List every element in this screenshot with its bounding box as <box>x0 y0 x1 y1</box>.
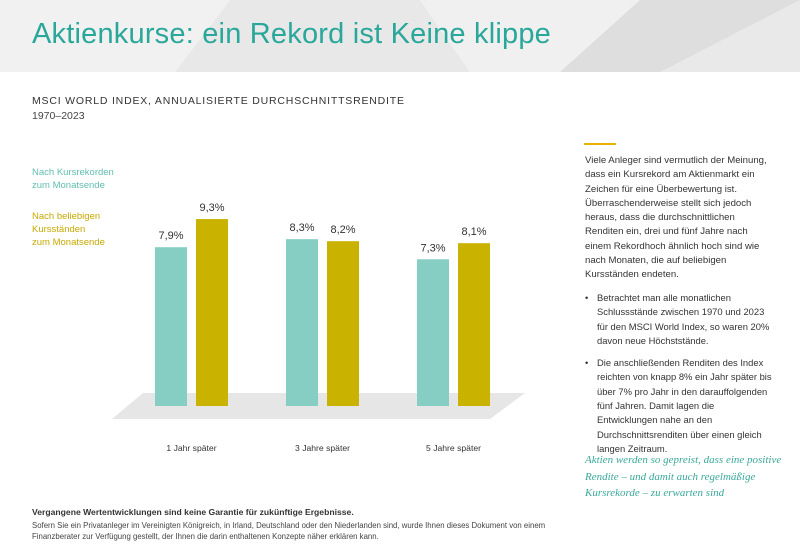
bar-rekord-3 <box>417 259 449 406</box>
bullet-item: • Betrachtet man alle monatlichen Schlus… <box>585 291 777 348</box>
bar-beliebig-3 <box>458 243 490 406</box>
bar-chart: 7,9% 9,3% 1 Jahr später 8,3% 8,2% 3 Jahre spä… <box>112 202 525 453</box>
category-label: 5 Jahre später <box>426 443 481 453</box>
bullet-text: Die anschließenden Renditen des Index re… <box>597 357 772 454</box>
sidebar-quote: Aktien werden so gepreist, dass eine pos… <box>585 454 782 499</box>
category-label: 3 Jahre später <box>295 443 350 453</box>
disclaimer-text: Sofern Sie ein Privatanleger im Vereinig… <box>32 521 546 541</box>
bar-data-label: 7,9% <box>158 230 183 242</box>
bar-data-label: 8,1% <box>461 226 486 238</box>
bar-beliebig-2 <box>327 241 359 406</box>
page-title: Aktienkurse: ein Rekord ist Keine klippe <box>32 18 551 50</box>
bar-data-label: 8,3% <box>289 222 314 234</box>
bullet-glyph: • <box>585 357 589 369</box>
bullet-text: Betrachtet man alle monatlichen Schlusss… <box>597 292 770 346</box>
bar-beliebig-1 <box>196 219 228 406</box>
bar-data-label: 8,2% <box>330 224 355 236</box>
legend-series-b-line-1: Nach beliebigen <box>32 211 101 222</box>
banner-decoration <box>0 0 800 72</box>
legend-series-a-line-1: Nach Kursrekorden <box>32 167 114 178</box>
chart-period: 1970–2023 <box>32 110 85 122</box>
legend-series-b-line-2: Kursständen <box>32 224 86 235</box>
legend-series-a-line-2: zum Monatsende <box>32 180 105 191</box>
sidebar-accent-rule <box>584 143 616 145</box>
chart-subtitle: MSCI WORLD INDEX, ANNUALISIERTE DURCHSCH… <box>32 95 405 107</box>
sidebar-intro: Viele Anleger sind vermutlich der Meinun… <box>585 155 767 281</box>
bullet-glyph: • <box>585 292 589 303</box>
bullet-item: • Die anschließenden Renditen des Index … <box>585 356 777 456</box>
category-label: 1 Jahr später <box>166 443 216 453</box>
bar-rekord-2 <box>286 239 318 406</box>
bar-data-label: 7,3% <box>420 242 445 254</box>
sidebar-bullets: • Betrachtet man alle monatlichen Schlus… <box>585 291 777 464</box>
legend-series-b: Nach beliebigen Kursständen zum Monatsen… <box>32 210 152 249</box>
legend-series-a: Nach Kursrekorden zum Monatsende <box>32 166 152 192</box>
legend-series-b-line-3: zum Monatsende <box>32 237 105 248</box>
bar-rekord-1 <box>155 247 187 406</box>
bar-data-label: 9,3% <box>199 202 224 214</box>
disclaimer-heading: Vergangene Wertentwicklungen sind keine … <box>32 507 354 517</box>
header-banner <box>0 0 800 72</box>
